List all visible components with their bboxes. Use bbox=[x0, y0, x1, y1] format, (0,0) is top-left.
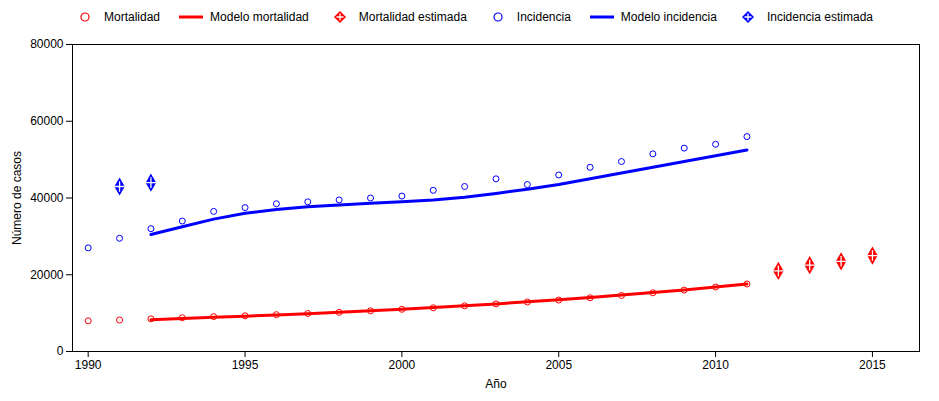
html-text:Mortalidad estimada: Mortalidad estimada bbox=[358, 10, 467, 24]
svg-text:2010: 2010 bbox=[702, 358, 729, 372]
svg-text:60000: 60000 bbox=[30, 114, 64, 128]
html-text:Modelo incidencia: Modelo incidencia bbox=[620, 10, 717, 24]
svg-text:2005: 2005 bbox=[545, 358, 572, 372]
html-text:Incidencia: Incidencia bbox=[516, 10, 571, 24]
svg-text:80000: 80000 bbox=[30, 37, 64, 51]
svg-text:1990: 1990 bbox=[75, 358, 102, 372]
svg-text:Número de casos: Número de casos bbox=[10, 151, 24, 245]
svg-text:20000: 20000 bbox=[30, 268, 64, 282]
svg-text:40000: 40000 bbox=[30, 191, 64, 205]
svg-text:2000: 2000 bbox=[389, 358, 416, 372]
svg-text:Año: Año bbox=[485, 377, 507, 391]
html-text:Modelo mortalidad: Modelo mortalidad bbox=[210, 10, 309, 24]
svg-text:0: 0 bbox=[57, 344, 64, 358]
html-text:Mortalidad: Mortalidad bbox=[104, 10, 160, 24]
svg-text:1995: 1995 bbox=[232, 358, 259, 372]
html-text:Incidencia estimada: Incidencia estimada bbox=[766, 10, 873, 24]
svg-text:2015: 2015 bbox=[859, 358, 886, 372]
